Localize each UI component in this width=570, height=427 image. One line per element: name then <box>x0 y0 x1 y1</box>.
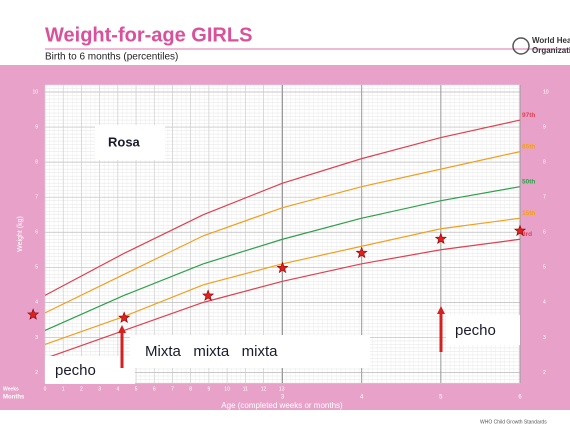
y-tick-label: 4 <box>35 300 38 306</box>
weight-star <box>513 224 527 236</box>
week-tick-label: 5 <box>135 386 138 392</box>
percentile-curve <box>44 186 521 331</box>
y-tick-label: 3 <box>35 335 38 341</box>
week-tick-label: 12 <box>261 386 267 392</box>
y-tick-label: 2 <box>35 370 38 376</box>
week-tick-label: 11 <box>243 386 248 392</box>
y-tick-label: 6 <box>543 230 546 236</box>
y-tick-label: 9 <box>35 124 38 130</box>
annotations: Rosa pecho Mixta mixta mixta pecho <box>45 125 520 384</box>
percentile-curve <box>44 151 521 314</box>
weight-star <box>202 289 215 301</box>
percentile-label: 97th <box>522 112 535 119</box>
month-tick-label: 3 <box>281 395 285 401</box>
y-tick-label: 8 <box>35 159 38 165</box>
y-tick-label: 7 <box>35 195 38 201</box>
org-name: Organization <box>532 46 570 55</box>
week-axis-label: Weeks <box>3 386 19 392</box>
chart-title: Weight-for-age GIRLS <box>45 24 252 46</box>
subtitle: Birth to 6 months (percentiles) <box>45 52 178 63</box>
week-tick-label: 6 <box>153 386 156 392</box>
week-tick-label: 10 <box>224 386 230 392</box>
footer: WHO Child Growth Standards <box>480 419 547 425</box>
percentile-label: 50th <box>522 178 535 185</box>
week-tick-label: 2 <box>80 386 83 392</box>
annotation: Mixta mixta mixta <box>145 343 278 360</box>
weight-star <box>434 232 447 245</box>
y-tick-label: 10 <box>543 89 549 95</box>
week-tick-label: 4 <box>116 386 119 392</box>
annotation-box <box>446 315 520 345</box>
arrow-head <box>118 325 126 333</box>
y-tick-label: 5 <box>35 265 38 271</box>
month-axis-label: Months <box>3 395 25 401</box>
week-tick-label: 8 <box>189 386 192 392</box>
weight-star <box>355 246 368 259</box>
annotation: pecho <box>455 322 496 339</box>
weight-star <box>276 261 289 274</box>
percentile-label: 15th <box>522 210 535 217</box>
week-tick-label: 13 <box>279 386 285 392</box>
org-logo <box>512 37 530 55</box>
x-axis-label: Age (completed weeks or months) <box>221 401 343 410</box>
percentile-curve <box>44 119 521 296</box>
weight-star <box>27 308 40 320</box>
y-tick-label: 6 <box>35 230 38 236</box>
y-tick-label: 7 <box>543 195 546 201</box>
y-tick-label: 9 <box>543 124 546 130</box>
annotation: pecho <box>55 362 96 379</box>
y-axis-label: Weight (kg) <box>17 216 24 252</box>
weight-star <box>118 311 131 323</box>
annotation: Rosa <box>108 134 141 149</box>
week-tick-label: 7 <box>171 386 174 392</box>
percentile-label: 3rd <box>522 231 532 238</box>
annotation-box <box>130 335 370 368</box>
month-tick-label: 6 <box>518 395 522 401</box>
month-tick-label: 4 <box>360 395 364 401</box>
week-tick-label: 3 <box>98 386 101 392</box>
y-tick-label: 4 <box>543 300 546 306</box>
arrow-head <box>437 306 445 314</box>
month-tick-label: 5 <box>439 395 443 401</box>
week-tick-label: 1 <box>62 386 65 392</box>
annotation-box <box>95 125 165 160</box>
y-tick-label: 5 <box>543 265 546 271</box>
org-name: World Health <box>532 36 570 45</box>
y-tick-label: 2 <box>543 370 546 376</box>
y-tick-label: 3 <box>543 335 546 341</box>
week-tick-label: 9 <box>207 386 210 392</box>
y-tick-label: 8 <box>543 159 546 165</box>
y-tick-label: 10 <box>32 89 38 95</box>
annotation-box <box>45 356 135 384</box>
week-tick-label: 0 <box>44 386 47 392</box>
percentile-label: 85th <box>522 143 535 150</box>
